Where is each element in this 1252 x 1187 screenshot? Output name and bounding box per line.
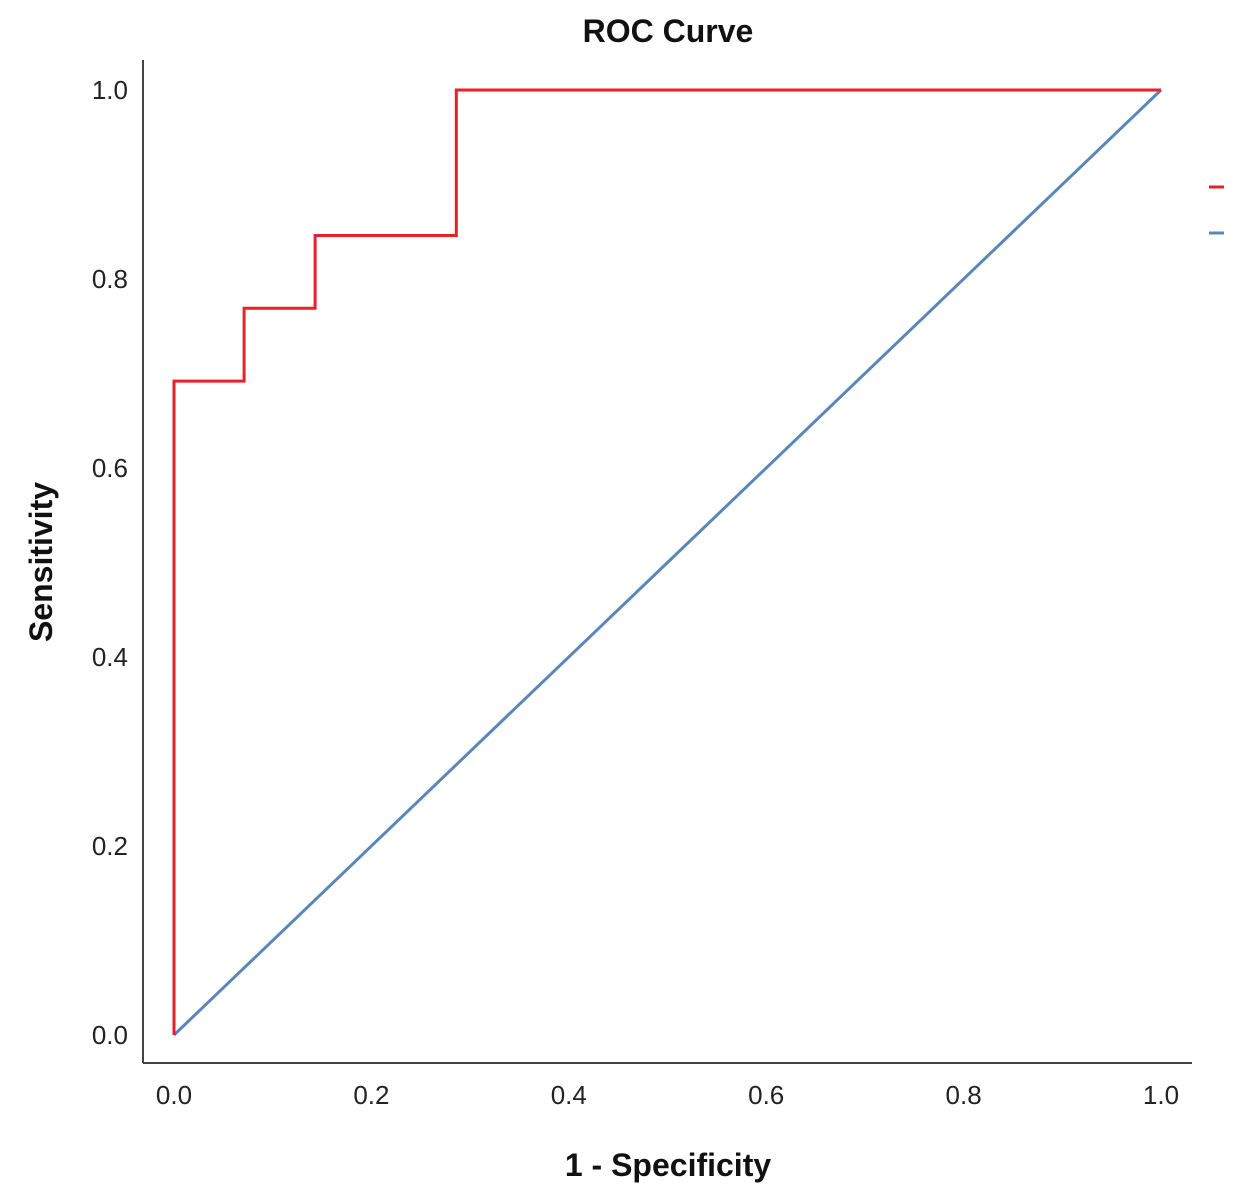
- y-tick-label: 0.0: [92, 1020, 128, 1050]
- x-tick-labels: 0.0 0.2 0.4 0.6 0.8 1.0: [156, 1080, 1179, 1110]
- y-tick-labels: 0.0 0.2 0.4 0.6 0.8 1.0: [92, 75, 128, 1050]
- x-tick-label: 1.0: [1143, 1080, 1179, 1110]
- x-tick-label: 0.8: [946, 1080, 982, 1110]
- y-tick-label: 0.8: [92, 264, 128, 294]
- x-tick-label: 0.6: [748, 1080, 784, 1110]
- y-tick-label: 0.6: [92, 453, 128, 483]
- legend: [1209, 185, 1224, 235]
- x-tick-label: 0.0: [156, 1080, 192, 1110]
- x-tick-label: 0.2: [353, 1080, 389, 1110]
- y-tick-label: 1.0: [92, 75, 128, 105]
- series-line-0: [172, 88, 1161, 1035]
- y-tick-label: 0.4: [92, 642, 128, 672]
- series-line-1: [172, 88, 1163, 1037]
- x-tick-label: 0.4: [551, 1080, 587, 1110]
- chart-title: ROC Curve: [583, 13, 754, 49]
- x-axis-title: 1 - Specificity: [565, 1147, 772, 1183]
- y-tick-label: 0.2: [92, 831, 128, 861]
- plot-area: [172, 88, 1163, 1037]
- y-axis-title: Sensitivity: [23, 482, 59, 642]
